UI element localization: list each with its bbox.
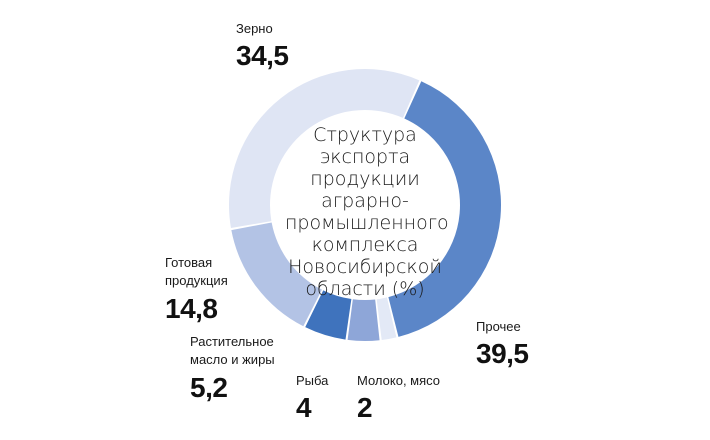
label-moloko-name: Молоко, мясо — [357, 373, 441, 388]
donut-slice-6 — [229, 69, 420, 229]
donut-slice-3 — [347, 299, 380, 341]
label-prochee-value: 39,5 — [476, 338, 529, 370]
label-maslo: Растительное масло и жиры 5,2 — [190, 333, 275, 404]
label-gotovaya-value: 14,8 — [165, 292, 218, 324]
label-moloko: Молоко, мясо 2 — [357, 372, 440, 425]
donut-slice-2 — [376, 297, 397, 340]
label-gotovaya-name: Готовая продукция — [165, 255, 228, 289]
label-maslo-value: 5,2 — [190, 371, 228, 403]
donut-slice-4 — [305, 290, 352, 340]
label-gotovaya: Готовая продукция 14,8 — [165, 254, 228, 325]
label-ryba: Рыба 4 — [296, 372, 328, 425]
label-moloko-value: 2 — [357, 392, 373, 424]
label-ryba-name: Рыба — [296, 373, 329, 388]
label-maslo-name: Растительное масло и жиры — [190, 334, 275, 368]
label-zerno-name: Зерно — [236, 21, 273, 36]
chart-title: Структура экспорта продукции аграрно- пр… — [285, 124, 449, 300]
label-zerno: Зерно 34,5 — [236, 20, 289, 73]
label-ryba-value: 4 — [296, 392, 312, 424]
donut-slice-1 — [388, 81, 501, 337]
label-prochee-name: Прочее — [476, 319, 521, 334]
label-zerno-value: 34,5 — [236, 40, 289, 72]
label-prochee: Прочее 39,5 — [476, 318, 529, 371]
donut-slice-5 — [231, 222, 322, 327]
